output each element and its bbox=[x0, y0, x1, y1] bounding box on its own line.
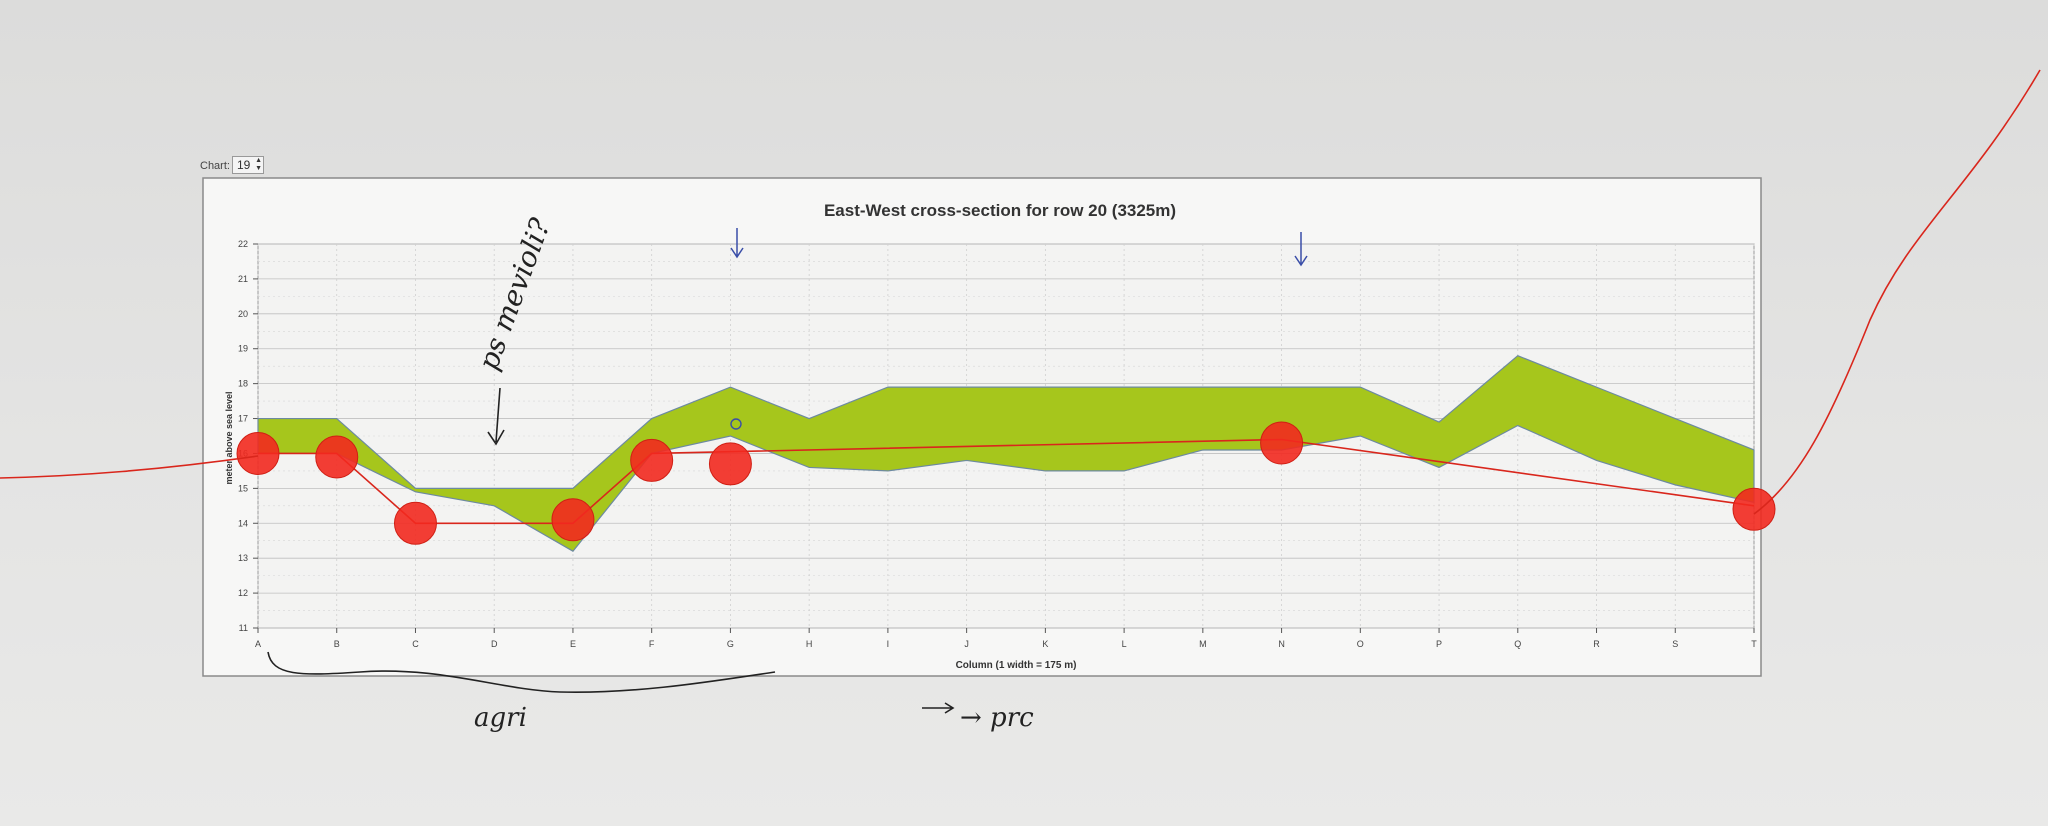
y-tick-label: 18 bbox=[238, 379, 248, 389]
black-pen-brace-icon bbox=[267, 651, 776, 693]
x-tick-label: K bbox=[1042, 639, 1048, 649]
y-tick-label: 12 bbox=[238, 588, 248, 598]
blue-pen-circle-icon bbox=[730, 418, 742, 430]
x-axis-label: Column (1 width = 175 m) bbox=[956, 660, 1077, 671]
x-tick-label: M bbox=[1199, 639, 1207, 649]
x-tick-label: Q bbox=[1514, 639, 1521, 649]
y-tick-label: 15 bbox=[238, 483, 248, 493]
red-pen-right-extension bbox=[1753, 69, 2041, 515]
x-tick-label: G bbox=[727, 639, 734, 649]
y-tick-label: 19 bbox=[238, 344, 248, 354]
handwritten-note-under: agri bbox=[474, 703, 527, 733]
chart-number-value: 19 bbox=[237, 158, 251, 172]
black-pen-arrow-icon bbox=[922, 702, 955, 714]
red-markers bbox=[236, 421, 1776, 545]
x-tick-label: H bbox=[806, 639, 813, 649]
x-tick-label: N bbox=[1278, 639, 1285, 649]
spinner-arrows-icon[interactable]: ▲ ▼ bbox=[255, 157, 262, 172]
x-tick-label: O bbox=[1357, 639, 1364, 649]
red-pen-left-extension bbox=[0, 455, 259, 479]
x-tick-label: F bbox=[649, 639, 655, 649]
x-tick-label: E bbox=[570, 639, 576, 649]
red-marker-dot bbox=[393, 501, 437, 545]
red-marker-dot bbox=[236, 431, 280, 475]
x-tick-label: L bbox=[1122, 639, 1127, 649]
y-tick-label: 20 bbox=[238, 309, 248, 319]
x-tick-label: P bbox=[1436, 639, 1442, 649]
red-marker-dot bbox=[630, 438, 674, 482]
y-axis-label: meter above sea level bbox=[224, 391, 234, 484]
red-marker-dot bbox=[551, 498, 595, 542]
red-marker-dot bbox=[1260, 421, 1304, 465]
x-tick-label: T bbox=[1751, 639, 1757, 649]
chart-number-spinner[interactable]: 19 ▲ ▼ bbox=[232, 156, 264, 174]
blue-arrow-icon bbox=[1294, 232, 1308, 267]
x-tick-label: D bbox=[491, 639, 498, 649]
y-tick-label: 22 bbox=[238, 239, 248, 249]
y-tick-label: 13 bbox=[238, 553, 248, 563]
y-tick-label: 14 bbox=[238, 518, 248, 528]
red-marker-dot bbox=[1732, 487, 1776, 531]
x-tick-label: R bbox=[1593, 639, 1600, 649]
y-tick-label: 21 bbox=[238, 274, 248, 284]
x-tick-label: C bbox=[412, 639, 419, 649]
black-pen-down-arrow-icon bbox=[487, 387, 505, 446]
y-tick-label: 17 bbox=[238, 414, 248, 424]
red-marker-dot bbox=[708, 442, 752, 486]
y-tick-label: 11 bbox=[239, 623, 248, 633]
red-marker-dot bbox=[315, 435, 359, 479]
chart-title: East-West cross-section for row 20 (3325… bbox=[824, 201, 1176, 220]
x-tick-label: B bbox=[334, 639, 340, 649]
x-tick-label: S bbox=[1672, 639, 1678, 649]
x-tick-label: A bbox=[255, 639, 261, 649]
x-tick-label: I bbox=[887, 639, 890, 649]
x-tick-label: J bbox=[964, 639, 969, 649]
handwritten-note-right: → prc bbox=[960, 703, 1034, 733]
blue-arrow-icon bbox=[730, 228, 744, 259]
x-axis-ticks: A B C D E F G H I J K L M N O P Q R S T bbox=[255, 628, 1757, 649]
chart-selector-label: Chart: bbox=[200, 160, 230, 172]
